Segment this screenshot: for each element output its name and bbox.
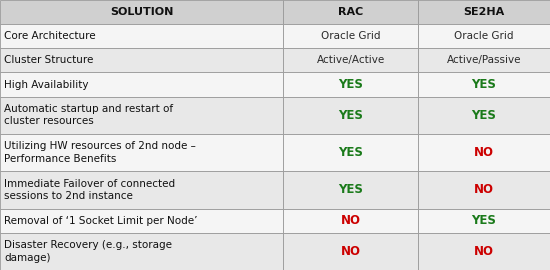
Text: RAC: RAC: [338, 7, 363, 17]
Text: Removal of ‘1 Socket Limit per Node’: Removal of ‘1 Socket Limit per Node’: [4, 216, 197, 226]
Text: NO: NO: [474, 183, 494, 196]
Text: SE2HA: SE2HA: [463, 7, 505, 17]
Text: YES: YES: [471, 78, 497, 91]
Text: Active/Passive: Active/Passive: [447, 55, 521, 65]
Text: YES: YES: [338, 183, 363, 196]
Text: YES: YES: [338, 109, 363, 122]
Bar: [418, 24, 550, 48]
Bar: [0, 48, 283, 72]
Text: YES: YES: [338, 146, 363, 159]
Text: High Availability: High Availability: [4, 79, 89, 90]
Text: Immediate Failover of connected
sessions to 2nd instance: Immediate Failover of connected sessions…: [4, 179, 175, 201]
Bar: [283, 48, 418, 72]
Bar: [283, 171, 418, 208]
Bar: [283, 233, 418, 270]
Bar: [0, 233, 283, 270]
Bar: [418, 0, 550, 24]
Text: YES: YES: [471, 214, 497, 227]
Bar: [283, 134, 418, 171]
Text: NO: NO: [474, 146, 494, 159]
Bar: [0, 171, 283, 208]
Bar: [283, 24, 418, 48]
Bar: [0, 72, 283, 97]
Text: NO: NO: [340, 245, 361, 258]
Bar: [418, 48, 550, 72]
Bar: [0, 134, 283, 171]
Bar: [418, 233, 550, 270]
Text: Automatic startup and restart of
cluster resources: Automatic startup and restart of cluster…: [4, 104, 173, 126]
Bar: [418, 97, 550, 134]
Bar: [0, 0, 283, 24]
Bar: [0, 24, 283, 48]
Text: Oracle Grid: Oracle Grid: [454, 31, 514, 41]
Bar: [283, 208, 418, 233]
Bar: [418, 134, 550, 171]
Bar: [283, 0, 418, 24]
Text: YES: YES: [338, 78, 363, 91]
Bar: [283, 72, 418, 97]
Bar: [283, 97, 418, 134]
Text: Disaster Recovery (e.g., storage
damage): Disaster Recovery (e.g., storage damage): [4, 240, 172, 262]
Bar: [0, 208, 283, 233]
Text: NO: NO: [474, 245, 494, 258]
Text: YES: YES: [471, 109, 497, 122]
Text: NO: NO: [340, 214, 361, 227]
Text: Active/Active: Active/Active: [316, 55, 385, 65]
Bar: [0, 97, 283, 134]
Text: Utilizing HW resources of 2nd node –
Performance Benefits: Utilizing HW resources of 2nd node – Per…: [4, 141, 196, 164]
Bar: [418, 208, 550, 233]
Text: Oracle Grid: Oracle Grid: [321, 31, 381, 41]
Text: Cluster Structure: Cluster Structure: [4, 55, 94, 65]
Bar: [418, 171, 550, 208]
Bar: [418, 72, 550, 97]
Text: SOLUTION: SOLUTION: [110, 7, 173, 17]
Text: Core Architecture: Core Architecture: [4, 31, 96, 41]
